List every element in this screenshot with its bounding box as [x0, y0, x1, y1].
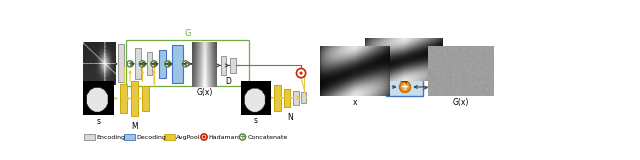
Circle shape	[239, 134, 246, 140]
FancyBboxPatch shape	[141, 86, 148, 111]
Text: D: D	[225, 77, 231, 86]
Circle shape	[140, 61, 145, 67]
Text: +: +	[151, 61, 157, 67]
Text: G(x): G(x)	[452, 98, 469, 107]
FancyBboxPatch shape	[84, 134, 95, 140]
Text: Hadamard: Hadamard	[209, 135, 242, 140]
FancyBboxPatch shape	[386, 79, 422, 96]
FancyBboxPatch shape	[159, 50, 166, 78]
Text: +: +	[182, 61, 189, 67]
FancyBboxPatch shape	[274, 85, 281, 111]
Text: $\hat{y}$: $\hat{y}$	[408, 69, 415, 81]
Text: G: G	[184, 29, 191, 38]
Text: $\hat{y}$: $\hat{y}$	[400, 82, 407, 97]
FancyBboxPatch shape	[120, 84, 127, 113]
Circle shape	[127, 61, 133, 67]
Text: G(x): G(x)	[196, 88, 213, 97]
Circle shape	[164, 61, 171, 67]
Text: N: N	[287, 113, 293, 122]
Text: Encoding: Encoding	[96, 135, 125, 140]
FancyBboxPatch shape	[135, 48, 141, 79]
Text: Concatenate: Concatenate	[247, 135, 287, 140]
Circle shape	[300, 72, 302, 74]
FancyBboxPatch shape	[147, 52, 152, 75]
Text: +: +	[239, 134, 246, 140]
Text: x: x	[97, 86, 102, 95]
Circle shape	[296, 68, 306, 78]
Text: s: s	[253, 116, 258, 125]
Circle shape	[399, 82, 410, 92]
Text: AvgPool: AvgPool	[176, 135, 201, 140]
Text: +: +	[140, 61, 145, 67]
Text: +: +	[127, 61, 133, 67]
Circle shape	[203, 136, 205, 138]
Text: M: M	[131, 122, 138, 131]
FancyBboxPatch shape	[230, 58, 236, 73]
FancyBboxPatch shape	[172, 45, 183, 83]
Text: Decoding: Decoding	[136, 135, 166, 140]
FancyBboxPatch shape	[124, 134, 135, 140]
Text: x: x	[353, 98, 357, 107]
Text: s: s	[97, 117, 100, 126]
Circle shape	[151, 61, 157, 67]
Text: G: G	[401, 83, 408, 93]
FancyBboxPatch shape	[293, 91, 299, 105]
Text: +: +	[401, 82, 409, 92]
Text: +: +	[165, 61, 171, 67]
FancyBboxPatch shape	[301, 92, 307, 103]
FancyBboxPatch shape	[131, 81, 138, 116]
FancyBboxPatch shape	[118, 44, 124, 82]
Circle shape	[182, 61, 189, 67]
FancyBboxPatch shape	[221, 56, 227, 75]
FancyBboxPatch shape	[284, 88, 291, 107]
Circle shape	[201, 134, 207, 140]
FancyBboxPatch shape	[164, 134, 175, 140]
